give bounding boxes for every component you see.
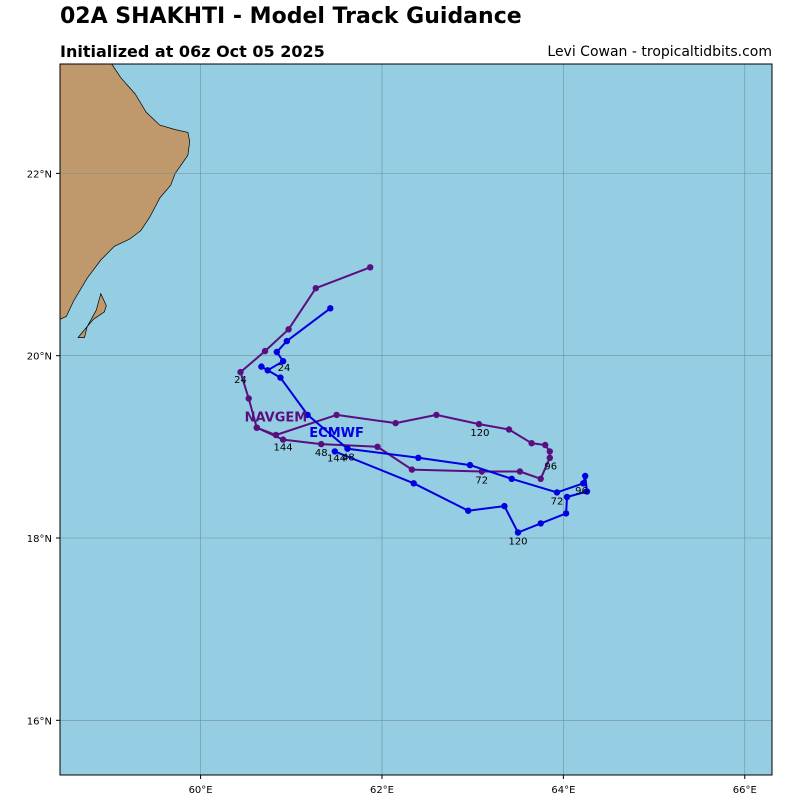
ecmwf-track-point (537, 520, 544, 527)
ecmwf-track-point (580, 480, 587, 487)
ecmwf-track-point (277, 374, 284, 381)
navgem-track-point (475, 420, 483, 428)
navgem-track-point (546, 448, 553, 455)
x-tick-label: 60°E (189, 785, 213, 796)
ecmwf-track-point (279, 358, 287, 365)
page-subtitle: Initialized at 06z Oct 05 2025 (60, 42, 325, 61)
navgem-track-point (528, 440, 535, 447)
ecmwf-track-point (258, 363, 265, 370)
ecmwf-track-point (501, 502, 508, 510)
navgem-hour-label: 96 (544, 462, 557, 473)
tick-layer: 60°E 62°E 64°E 66°E 16°N 18°N 20°N 22°N (27, 169, 757, 796)
ecmwf-track-point (553, 489, 561, 496)
navgem-track-point (253, 424, 260, 431)
track-navgem (237, 264, 553, 482)
track-layer (237, 264, 591, 536)
x-tick-label: 62°E (370, 785, 394, 796)
ecmwf-track-point (331, 448, 338, 455)
navgem-track-point (285, 326, 292, 333)
navgem-track-point (261, 347, 269, 355)
navgem-model-label: NAVGEM (245, 410, 308, 425)
navgem-track-point (392, 419, 399, 427)
ecmwf-track-point (465, 507, 472, 514)
navgem-hour-label: 24 (234, 375, 247, 386)
navgem-track-point (237, 368, 244, 376)
ecmwf-track-point (283, 337, 290, 345)
navgem-track-point (374, 443, 381, 450)
navgem-hour-label: 144 (274, 443, 293, 454)
ecmwf-hour-label: 96 (575, 486, 588, 497)
y-tick-label: 22°N (27, 169, 52, 180)
ecmwf-track-point (344, 445, 351, 452)
ecmwf-track-point (508, 475, 515, 482)
plot-frame (59, 63, 773, 776)
y-tick-label: 20°N (27, 352, 52, 363)
ecmwf-track-point (327, 305, 334, 312)
y-tick-label: 16°N (27, 716, 52, 727)
credit-text: Levi Cowan - tropicaltidbits.com (547, 44, 772, 60)
navgem-track-point (318, 440, 325, 448)
x-tick-label: 66°E (733, 785, 757, 796)
navgem-track-point (272, 431, 280, 439)
ecmwf-track-point (273, 348, 280, 356)
ecmwf-track-point (562, 510, 570, 517)
navgem-track-point (546, 454, 553, 461)
ecmwf-hour-label: 48 (342, 453, 355, 464)
navgem-track-point (312, 285, 319, 292)
ecmwf-track-point (304, 411, 311, 419)
ecmwf-hour-label: 72 (551, 496, 564, 507)
ecmwf-track-point (583, 488, 591, 495)
x-tick-label: 64°E (551, 785, 575, 796)
ecmwf-track-point (466, 461, 474, 469)
ecmwf-model-label: ECMWF (309, 426, 364, 441)
navgem-track-point (505, 426, 513, 433)
navgem-track-point (245, 395, 252, 402)
land-1 (60, 64, 191, 320)
ecmwf-track-point (415, 454, 422, 461)
navgem-track-point (279, 436, 287, 443)
navgem-hour-label: 48 (315, 448, 328, 459)
navgem-track-point (537, 475, 544, 482)
track-ecmwf (258, 305, 591, 536)
navgem-track-point (516, 468, 524, 475)
ecmwf-hour-label: 24 (278, 363, 291, 374)
land-layer (60, 64, 191, 338)
navgem-track-point (367, 264, 374, 271)
navgem-track-point (333, 411, 340, 419)
ecmwf-track-point (563, 493, 571, 501)
ecmwf-track-point (514, 529, 522, 536)
ecmwf-hour-label: 120 (508, 536, 527, 547)
land-2 (77, 292, 107, 338)
navgem-track-point (408, 466, 416, 473)
ecmwf-track-point (264, 367, 271, 374)
y-tick-label: 18°N (27, 534, 52, 545)
navgem-track-point (433, 411, 440, 419)
ecmwf-track-point (410, 480, 417, 487)
ecmwf-hour-label: 144 (327, 453, 346, 464)
page-title: 02A SHAKHTI - Model Track Guidance (60, 4, 522, 29)
navgem-hour-label: 72 (475, 475, 488, 486)
navgem-track-point (542, 441, 549, 449)
grid-layer (60, 64, 772, 775)
navgem-hour-label: 120 (470, 428, 489, 439)
ecmwf-track-point (582, 472, 589, 480)
